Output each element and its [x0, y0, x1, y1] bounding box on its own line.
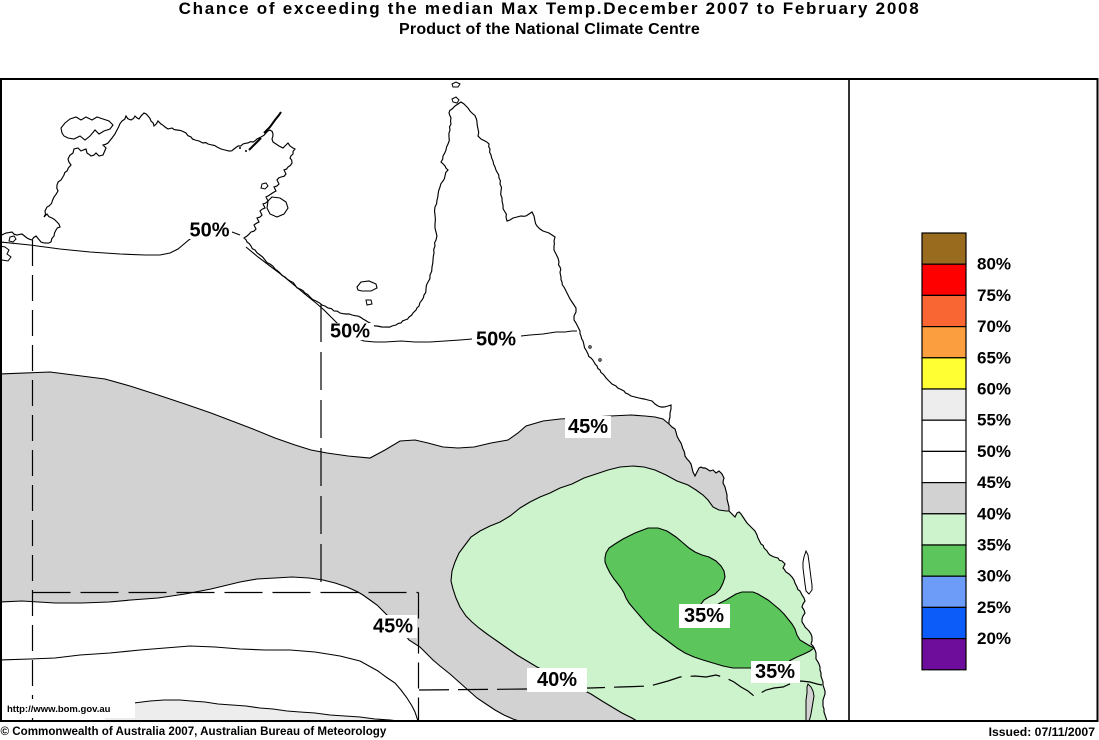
svg-text:25%: 25% [977, 598, 1011, 617]
svg-text:20%: 20% [977, 629, 1011, 648]
svg-text:40%: 40% [537, 669, 577, 691]
svg-text:45%: 45% [568, 416, 608, 438]
svg-text:75%: 75% [977, 286, 1011, 305]
svg-text:http://www.bom.gov.au: http://www.bom.gov.au [7, 704, 111, 715]
svg-text:50%: 50% [977, 442, 1011, 461]
svg-text:45%: 45% [977, 473, 1011, 492]
svg-text:50%: 50% [189, 220, 229, 242]
svg-text:45%: 45% [373, 616, 413, 638]
svg-text:60%: 60% [977, 380, 1011, 399]
svg-text:70%: 70% [977, 317, 1011, 336]
svg-text:35%: 35% [684, 605, 724, 627]
svg-text:65%: 65% [977, 348, 1011, 367]
svg-text:30%: 30% [977, 567, 1011, 586]
svg-text:50%: 50% [330, 321, 370, 343]
svg-text:40%: 40% [977, 504, 1011, 523]
svg-text:35%: 35% [977, 536, 1011, 555]
svg-text:55%: 55% [977, 411, 1011, 430]
svg-text:50%: 50% [476, 329, 516, 351]
svg-text:35%: 35% [755, 661, 795, 683]
svg-text:80%: 80% [977, 255, 1011, 274]
